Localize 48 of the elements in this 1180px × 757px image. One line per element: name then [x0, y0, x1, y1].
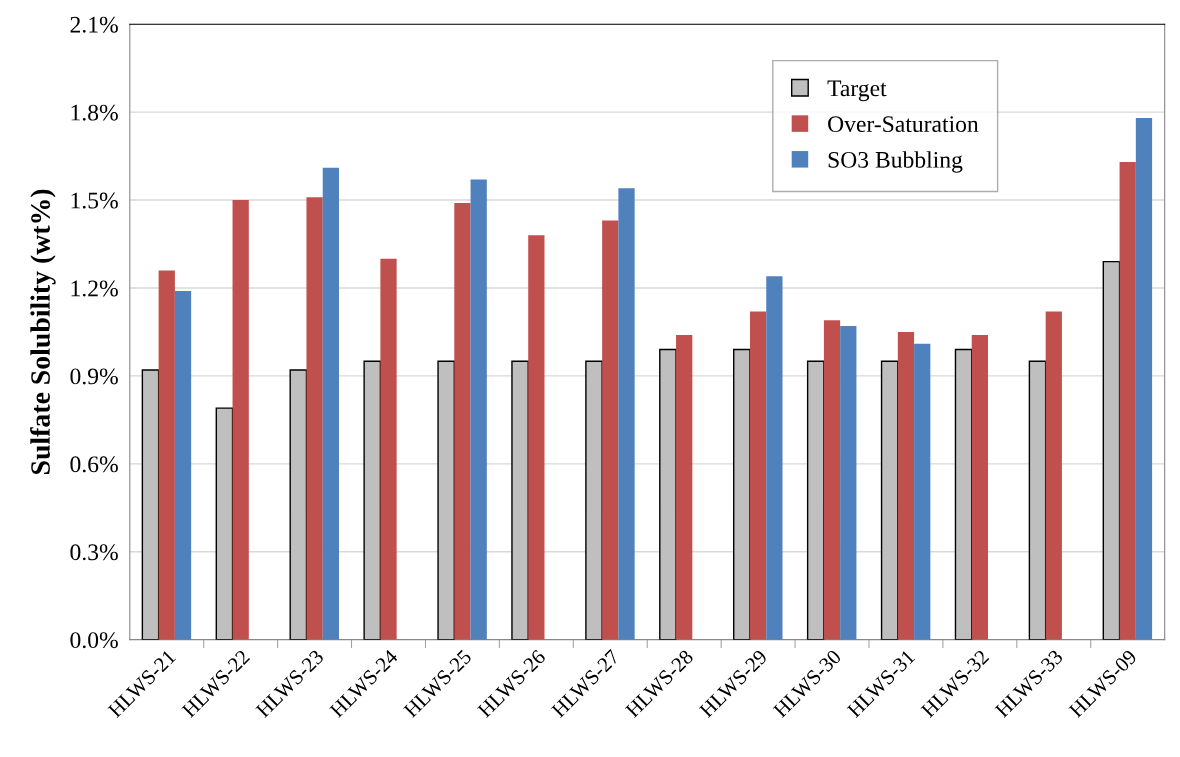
bar [766, 276, 783, 640]
bar [914, 343, 931, 640]
bar [749, 311, 767, 640]
legend-label: Over-Saturation [828, 116, 979, 133]
bar [470, 179, 487, 640]
legend-label: SO3 Bubbling [828, 151, 963, 173]
bar [676, 334, 693, 640]
bar [322, 167, 339, 640]
bar [823, 320, 841, 640]
y-tick-label: 1.8% [71, 104, 118, 121]
bar [1102, 260, 1121, 640]
legend-label: Target [827, 80, 887, 102]
bar [880, 360, 899, 640]
bar [528, 235, 545, 640]
y-tick-label: 1.5% [71, 192, 118, 209]
bar [1119, 161, 1136, 640]
bar [971, 334, 988, 640]
bar [380, 258, 397, 640]
y-tick-label: 0.6% [70, 456, 118, 473]
y-tick-label: 0.3% [70, 544, 118, 561]
bar [363, 360, 382, 640]
bar [733, 348, 751, 640]
bar [585, 360, 603, 640]
bar [437, 360, 455, 640]
bar [1135, 118, 1153, 640]
y-tick-label: 2.1% [70, 16, 118, 33]
y-tick-label: 0.9% [70, 368, 118, 385]
bar [215, 407, 234, 640]
bar [897, 331, 915, 640]
bar [618, 188, 635, 640]
y-tick-label: 1.2% [71, 280, 118, 297]
bar [454, 202, 471, 640]
bar [806, 360, 825, 640]
bar [659, 348, 677, 640]
bar [306, 197, 323, 640]
bar [954, 348, 973, 640]
bar [158, 270, 175, 640]
y-axis-title: Sulfate Solubility (wt%) [30, 189, 56, 474]
bar [289, 369, 308, 640]
y-tick-label: 0.0% [70, 632, 118, 649]
bar [840, 326, 857, 640]
bar [602, 220, 619, 640]
bar [174, 290, 192, 640]
bar [141, 369, 160, 640]
bar [1045, 311, 1062, 640]
bar [232, 200, 249, 640]
bar [511, 360, 529, 640]
bar [1028, 360, 1047, 640]
